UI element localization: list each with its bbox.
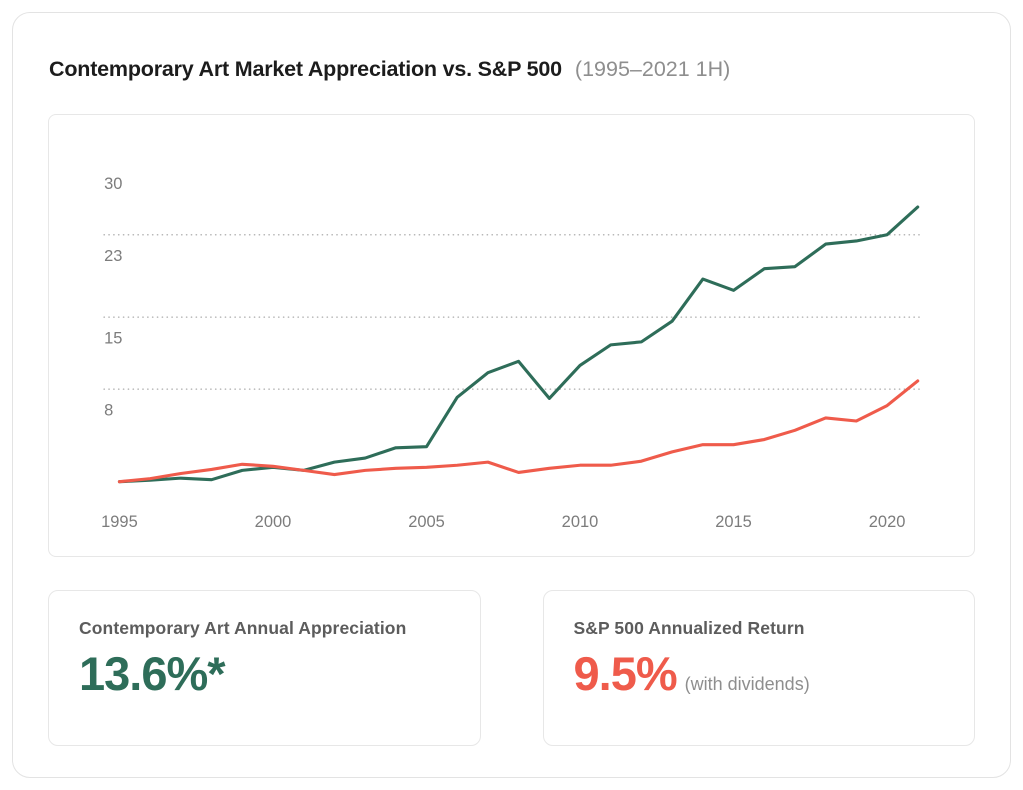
x-axis-tick-label: 2005 [408,513,445,531]
stat-label-sp500: S&P 500 Annualized Return [573,618,805,638]
x-axis-tick-label: 1995 [101,513,138,531]
x-axis-tick-label: 2020 [869,513,906,531]
x-axis-tick-label: 2015 [715,513,752,531]
stat-card-contemporary-art: Contemporary Art Annual Appreciation 13.… [48,590,481,746]
stat-suffix-sp500: (with dividends) [684,674,810,694]
stat-value-sp500: 9.5% (with dividends) [574,649,945,698]
y-axis-tick-label: 23 [104,247,122,265]
stat-number-sp500: 9.5% [573,647,678,700]
chart-card: 30 23 15 8 1995 2000 2005 2010 2015 2020 [48,114,975,557]
series-line-contemporary-art [117,205,920,484]
series-line-sp500 [117,379,920,484]
stats-row: Contemporary Art Annual Appreciation 13.… [48,590,975,746]
page-title-main: Contemporary Art Market Appreciation vs.… [49,57,562,81]
stat-label-art: Contemporary Art Annual Appreciation [79,618,407,638]
y-axis-tick-label: 8 [104,402,113,420]
line-chart: 30 23 15 8 1995 2000 2005 2010 2015 2020 [101,175,922,531]
stat-card-sp500: S&P 500 Annualized Return 9.5% (with divi… [542,590,975,746]
stat-number-art: 13.6%* [79,647,226,700]
y-axis-tick-label: 15 [104,330,122,348]
y-axis-tick-label: 30 [104,175,122,193]
x-axis-tick-label: 2010 [562,513,599,531]
page-title: Contemporary Art Market Appreciation vs.… [49,57,975,82]
x-axis-tick-label: 2000 [255,513,292,531]
page-title-range: (1995–2021 1H) [574,57,731,81]
outer-card: Contemporary Art Market Appreciation vs.… [12,12,1011,778]
stat-value-art: 13.6%* [79,649,450,698]
